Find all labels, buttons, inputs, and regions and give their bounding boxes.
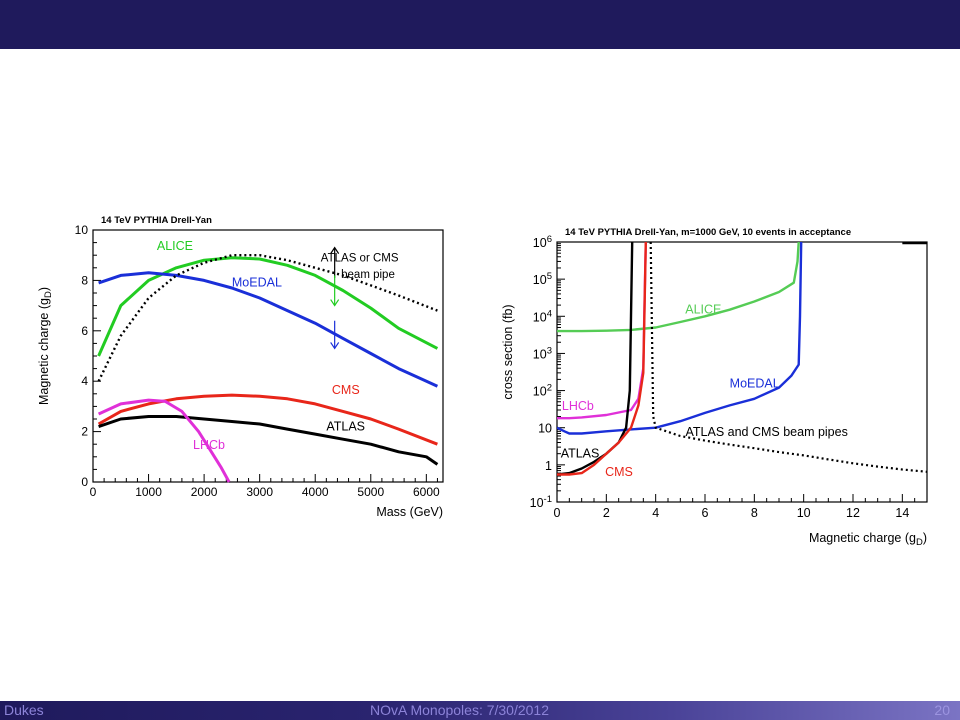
y-tick-label: 103 [533, 345, 552, 361]
series-line-alice [557, 242, 800, 333]
series-line-cms [97, 393, 438, 446]
annotation-line-2: beam pipe [341, 269, 395, 281]
x-tick-label: 8 [751, 506, 758, 520]
chart-title: 14 TeV PYTHIA Drell-Yan [101, 215, 212, 226]
series-label-lhcb: LHCb [193, 438, 225, 452]
x-tick-label: 2000 [191, 485, 218, 499]
series-label-cms: CMS [605, 465, 633, 479]
y-axis-label: Magnetic charge (gD) [37, 287, 54, 405]
plot-frame [556, 241, 928, 503]
x-tick-label: 2 [603, 506, 610, 520]
arrow-blue-head [330, 342, 340, 350]
series-line-atlas [98, 415, 439, 466]
x-axis-label: Magnetic charge (gD) [809, 531, 927, 548]
magnetic-charge-vs-mass-chart: 14 TeV PYTHIA Drell-Yan 0 1000 2000 3000 4000… [37, 215, 444, 519]
series-label-alice: ALICE [157, 239, 193, 253]
y-axis-label: cross section (fb) [501, 304, 515, 399]
series-line-lhcb [97, 398, 231, 483]
series-line-atlas-or-cms-beam-pipe [97, 254, 438, 382]
x-tick-label: 0 [90, 485, 97, 499]
arrow-up-head [330, 246, 340, 254]
y-tick-label: 105 [533, 271, 552, 287]
series-label-lhcb: LHCb [562, 399, 594, 413]
x-axis-label: Mass (GeV) [376, 505, 443, 519]
x-tick-label: 0 [554, 506, 561, 520]
y-tick-label: 102 [533, 383, 552, 399]
y-tick-label: 2 [81, 425, 88, 439]
annotation-line-1: ATLAS or CMS [321, 253, 399, 265]
series-line-cms [557, 242, 647, 476]
series-line-moedal [557, 242, 803, 435]
x-tick-label: 1000 [135, 485, 162, 499]
x-tick-label: 12 [846, 506, 860, 520]
x-tick-label: 6000 [413, 485, 440, 499]
plot-frame [92, 229, 444, 483]
y-tick-label: 6 [81, 324, 88, 338]
footer-author: Dukes [4, 702, 44, 718]
series-label-cms: CMS [332, 383, 360, 397]
y-tick-label: 0 [81, 475, 88, 489]
y-tick-label: 8 [81, 273, 88, 287]
footer-title: NOvA Monopoles: 7/30/2012 [370, 702, 550, 718]
x-tick-label: 5000 [357, 485, 384, 499]
x-tick-label: 4000 [302, 485, 329, 499]
y-tick-label: 10-1 [530, 494, 552, 510]
chart-title: 14 TeV PYTHIA Drell-Yan, m=1000 GeV, 10 … [565, 227, 851, 238]
cross-section-vs-magnetic-charge-chart: 14 TeV PYTHIA Drell-Yan, m=1000 GeV, 10 … [501, 227, 928, 548]
y-tick-label: 106 [533, 234, 552, 250]
series-label-atlas: ATLAS [561, 446, 600, 460]
y-tick-label: 10 [75, 223, 89, 237]
x-tick-label: 6 [702, 506, 709, 520]
series-line-atlas-and-cms-beam-pipes [649, 242, 927, 473]
x-tick-label: 4 [652, 506, 659, 520]
series-label-atlas: ATLAS [326, 419, 365, 433]
arrow-green-head [330, 299, 340, 307]
y-tick-label: 104 [533, 308, 552, 324]
title-bar [0, 0, 960, 49]
series-line-alice [97, 256, 439, 357]
series-label-atlas-and-cms-beam-pipes: ATLAS and CMS beam pipes [685, 425, 847, 439]
y-tick-label: 1 [545, 459, 552, 473]
series-line-moedal [98, 271, 439, 388]
x-tick-label: 3000 [246, 485, 273, 499]
page-number: 20 [934, 702, 950, 718]
series-label-moedal: MoEDAL [232, 276, 282, 290]
x-tick-label: 14 [895, 506, 909, 520]
y-tick-label: 4 [81, 374, 88, 388]
x-tick-label: 10 [797, 506, 811, 520]
footer-bar: Dukes NOvA Monopoles: 7/30/2012 20 [0, 701, 960, 720]
y-tick-label: 10 [538, 422, 552, 436]
plot-area [557, 242, 927, 476]
series-label-alice: ALICE [685, 302, 721, 316]
series-label-moedal: MoEDAL [730, 377, 780, 391]
